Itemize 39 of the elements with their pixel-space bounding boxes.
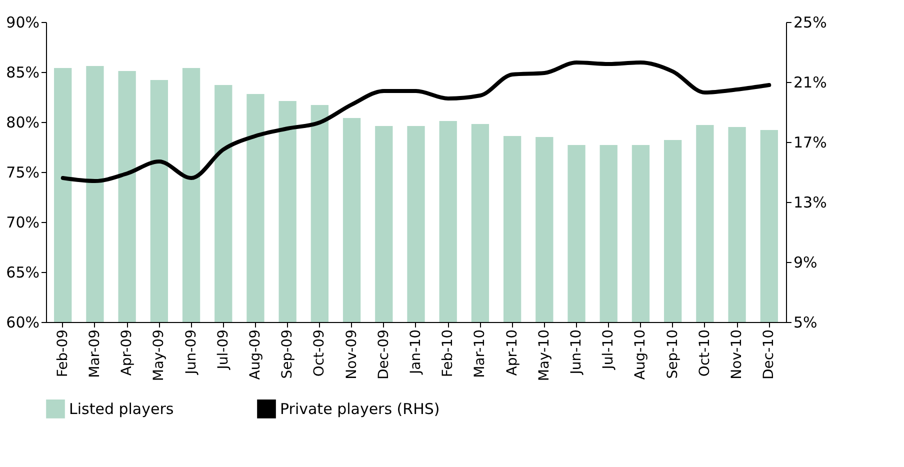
x-tick-label: Jun-10 xyxy=(568,330,585,376)
x-tick-label: Aug-10 xyxy=(632,330,649,380)
x-tick-label: Jul-09 xyxy=(215,330,232,370)
y-tick-label: 80% xyxy=(6,114,40,132)
x-tick-label: Dec-09 xyxy=(376,330,392,380)
y-tick-label: 60% xyxy=(6,314,40,332)
y-tick-label: 75% xyxy=(6,164,40,182)
legend-label: Listed players xyxy=(69,400,174,418)
y2-tick-label: 9% xyxy=(794,254,818,272)
x-tick-label: Oct-09 xyxy=(312,330,328,377)
y-tick-label: 85% xyxy=(6,64,40,82)
x-tick-label: Mar-10 xyxy=(472,330,488,378)
x-tick-label: May-09 xyxy=(151,330,168,382)
x-tick-label: Feb-09 xyxy=(54,330,71,378)
y2-tick-label: 5% xyxy=(794,314,818,332)
x-tick-label: Apr-10 xyxy=(504,330,520,376)
x-tick-label: May-10 xyxy=(536,330,552,382)
x-tick-label: Mar-09 xyxy=(86,330,103,378)
line-series xyxy=(60,60,772,183)
y-tick-label: 70% xyxy=(6,214,40,232)
x-tick-label: Sep-09 xyxy=(280,330,296,379)
x-tick-label: Sep-10 xyxy=(664,330,681,379)
x-tick-label: Dec-10 xyxy=(761,330,778,380)
y2-tick-label: 21% xyxy=(794,74,827,92)
x-tick-label: Jan-10 xyxy=(408,330,424,375)
x-tick-label: Nov-09 xyxy=(344,330,360,380)
y2-tick-label: 25% xyxy=(794,14,827,32)
x-tick-label: Oct-10 xyxy=(696,330,713,377)
y-tick-label: 65% xyxy=(6,264,40,282)
x-tick-label: Feb-10 xyxy=(440,330,456,378)
x-tick-label: Jun-09 xyxy=(183,330,200,376)
x-tick-label: Apr-09 xyxy=(119,330,136,376)
x-tick-label: Aug-09 xyxy=(247,330,264,380)
y2-tick-label: 13% xyxy=(794,194,827,212)
y2-tick-label: 17% xyxy=(794,134,827,152)
x-tick-label: Jul-10 xyxy=(600,330,617,370)
legend-label: Private players (RHS) xyxy=(280,400,440,418)
y-tick-label: 90% xyxy=(6,14,40,32)
x-tick-label: Nov-10 xyxy=(729,330,746,380)
